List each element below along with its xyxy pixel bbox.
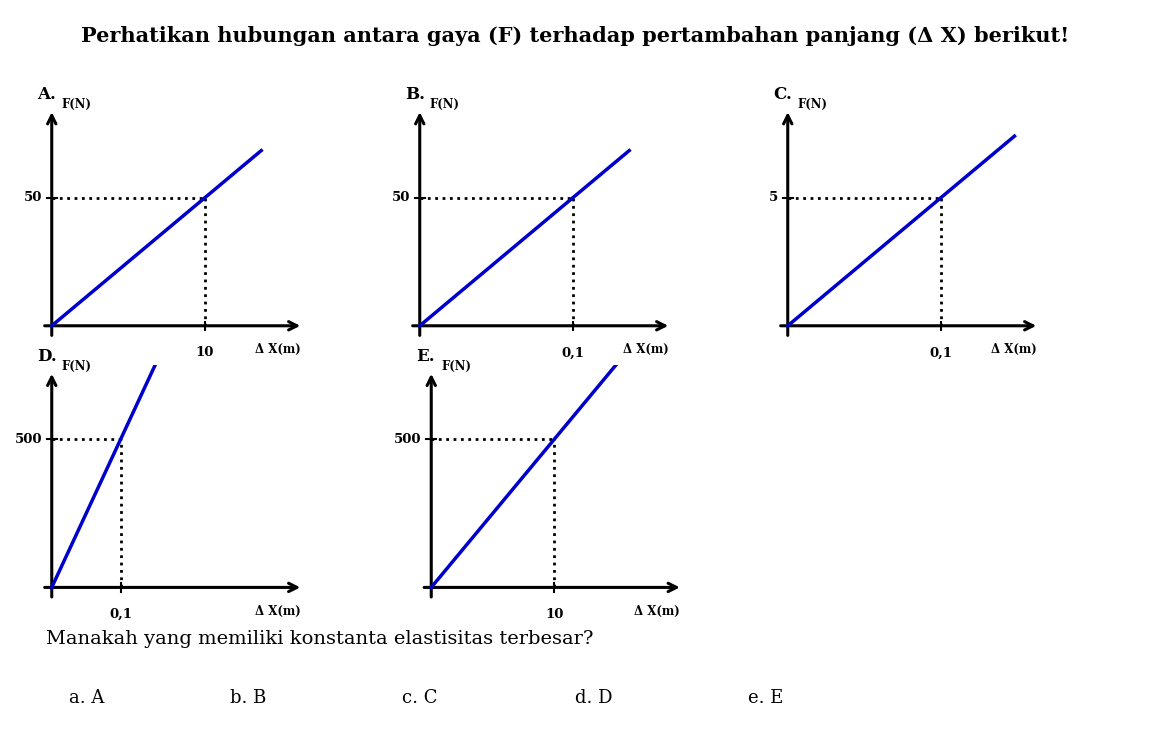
Text: 50: 50 (391, 192, 409, 204)
Text: E.: E. (416, 348, 435, 365)
Text: 500: 500 (394, 433, 421, 445)
Text: 50: 50 (23, 192, 41, 204)
Text: e. E: e. E (748, 689, 783, 707)
Text: Δ X(m): Δ X(m) (255, 605, 300, 618)
Text: Δ X(m): Δ X(m) (991, 343, 1036, 356)
Text: F(N): F(N) (798, 99, 828, 111)
Text: C.: C. (773, 86, 792, 103)
Text: 10: 10 (196, 346, 214, 360)
Text: D.: D. (37, 348, 56, 365)
Text: b. B: b. B (230, 689, 267, 707)
Text: F(N): F(N) (62, 360, 92, 373)
Text: Δ X(m): Δ X(m) (635, 605, 680, 618)
Text: F(N): F(N) (430, 99, 460, 111)
Text: d. D: d. D (575, 689, 613, 707)
Text: 0,1: 0,1 (561, 346, 584, 360)
Text: Perhatikan hubungan antara gaya (F) terhadap pertambahan panjang (Δ X) berikut!: Perhatikan hubungan antara gaya (F) terh… (81, 26, 1070, 46)
Text: Δ X(m): Δ X(m) (255, 343, 300, 356)
Text: 5: 5 (768, 192, 777, 204)
Text: Δ X(m): Δ X(m) (623, 343, 668, 356)
Text: 0,1: 0,1 (929, 346, 952, 360)
Text: Manakah yang memiliki konstanta elastisitas terbesar?: Manakah yang memiliki konstanta elastisi… (46, 630, 593, 648)
Text: a. A: a. A (69, 689, 105, 707)
Text: 500: 500 (15, 433, 41, 445)
Text: 0,1: 0,1 (109, 608, 132, 621)
Text: F(N): F(N) (62, 99, 92, 111)
Text: A.: A. (37, 86, 56, 103)
Text: B.: B. (405, 86, 426, 103)
Text: 10: 10 (545, 608, 564, 621)
Text: F(N): F(N) (442, 360, 472, 373)
Text: c. C: c. C (402, 689, 438, 707)
